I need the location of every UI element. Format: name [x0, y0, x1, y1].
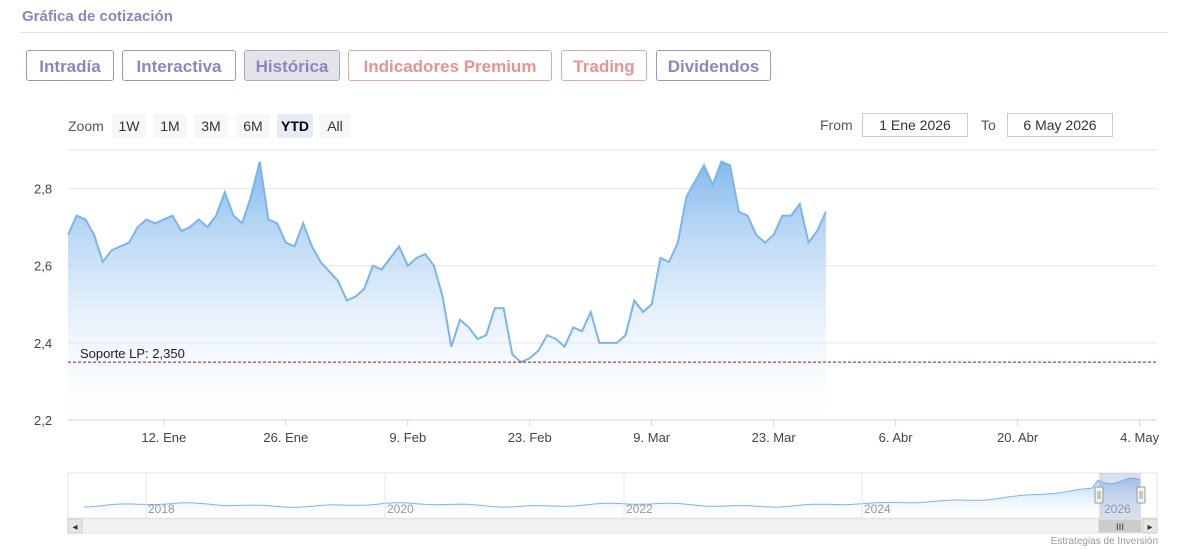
zoom-button-1w[interactable]: 1W	[112, 114, 146, 138]
zoom-button-1m[interactable]: 1M	[153, 114, 187, 138]
navigator-area	[68, 478, 1140, 518]
page-title: Gráfica de cotización	[22, 8, 173, 25]
scroll-thumb-grip: III	[1116, 523, 1124, 533]
x-tick-label: 6. Abr	[879, 430, 914, 445]
zoom-button-ytd[interactable]: YTD	[277, 114, 313, 138]
navigator-year-label: 2020	[387, 502, 414, 516]
to-label: To	[981, 117, 996, 133]
series-area	[68, 161, 826, 420]
tab-dividendos[interactable]: Dividendos	[656, 50, 771, 81]
navigator-handle[interactable]	[1136, 486, 1146, 504]
tab-intrad-a[interactable]: Intradía	[26, 50, 114, 81]
y-tick-label: 2,8	[34, 182, 52, 197]
navigator-handle[interactable]	[1094, 486, 1104, 504]
price-chart: 2,2 2,4 2,6 2,8 Soporte LP: 2,350 12. Ene 26. …	[34, 149, 1160, 534]
navigator-selection	[1099, 473, 1141, 518]
x-tick-label: 20. Abr	[997, 430, 1039, 445]
x-tick-label: 23. Mar	[752, 430, 797, 445]
x-tick-label: 4. May	[1120, 430, 1160, 445]
navigator-line	[83, 477, 1141, 508]
x-tick-label: 26. Ene	[263, 430, 308, 445]
x-tick-label: 12. Ene	[141, 430, 186, 445]
tab-interactiva[interactable]: Interactiva	[122, 50, 236, 81]
from-date-input[interactable]: 1 Ene 2026	[862, 113, 968, 137]
scroll-left-icon: ◂	[72, 522, 77, 533]
scroll-right-icon: ▸	[1147, 522, 1152, 533]
navigator-year-label: 2024	[864, 502, 891, 516]
scroll-right-button[interactable]	[1142, 518, 1158, 534]
tab-trading[interactable]: Trading	[561, 50, 647, 81]
zoom-button-all[interactable]: All	[319, 114, 351, 138]
navigator-scrollbar[interactable]	[67, 518, 1158, 534]
title-divider	[20, 32, 1168, 33]
zoom-button-3m[interactable]: 3M	[194, 114, 228, 138]
x-tick-label: 9. Feb	[389, 430, 426, 445]
chart-credit: Estrategias de Inversión	[1050, 536, 1158, 547]
x-tick-label: 23. Feb	[508, 430, 552, 445]
tab-hist-rica[interactable]: Histórica	[244, 50, 340, 81]
series-line	[67, 160, 827, 364]
zoom-label: Zoom	[68, 118, 104, 134]
y-tick-label: 2,6	[34, 259, 52, 274]
y-tick-label: 2,2	[34, 413, 52, 428]
support-label: Soporte LP: 2,350	[80, 346, 185, 361]
y-tick-label: 2,4	[34, 336, 52, 351]
from-label: From	[820, 117, 853, 133]
navigator-year-label: 2026	[1104, 502, 1131, 516]
to-date-input[interactable]: 6 May 2026	[1007, 113, 1113, 137]
navigator-year-label: 2018	[148, 502, 175, 516]
tab-indicadores-premium[interactable]: Indicadores Premium	[348, 50, 552, 81]
navigator-year-label: 2022	[626, 502, 653, 516]
scroll-left-button[interactable]	[67, 518, 83, 534]
x-tick-label: 9. Mar	[633, 430, 671, 445]
zoom-button-6m[interactable]: 6M	[236, 114, 270, 138]
scroll-thumb[interactable]	[1098, 519, 1142, 533]
